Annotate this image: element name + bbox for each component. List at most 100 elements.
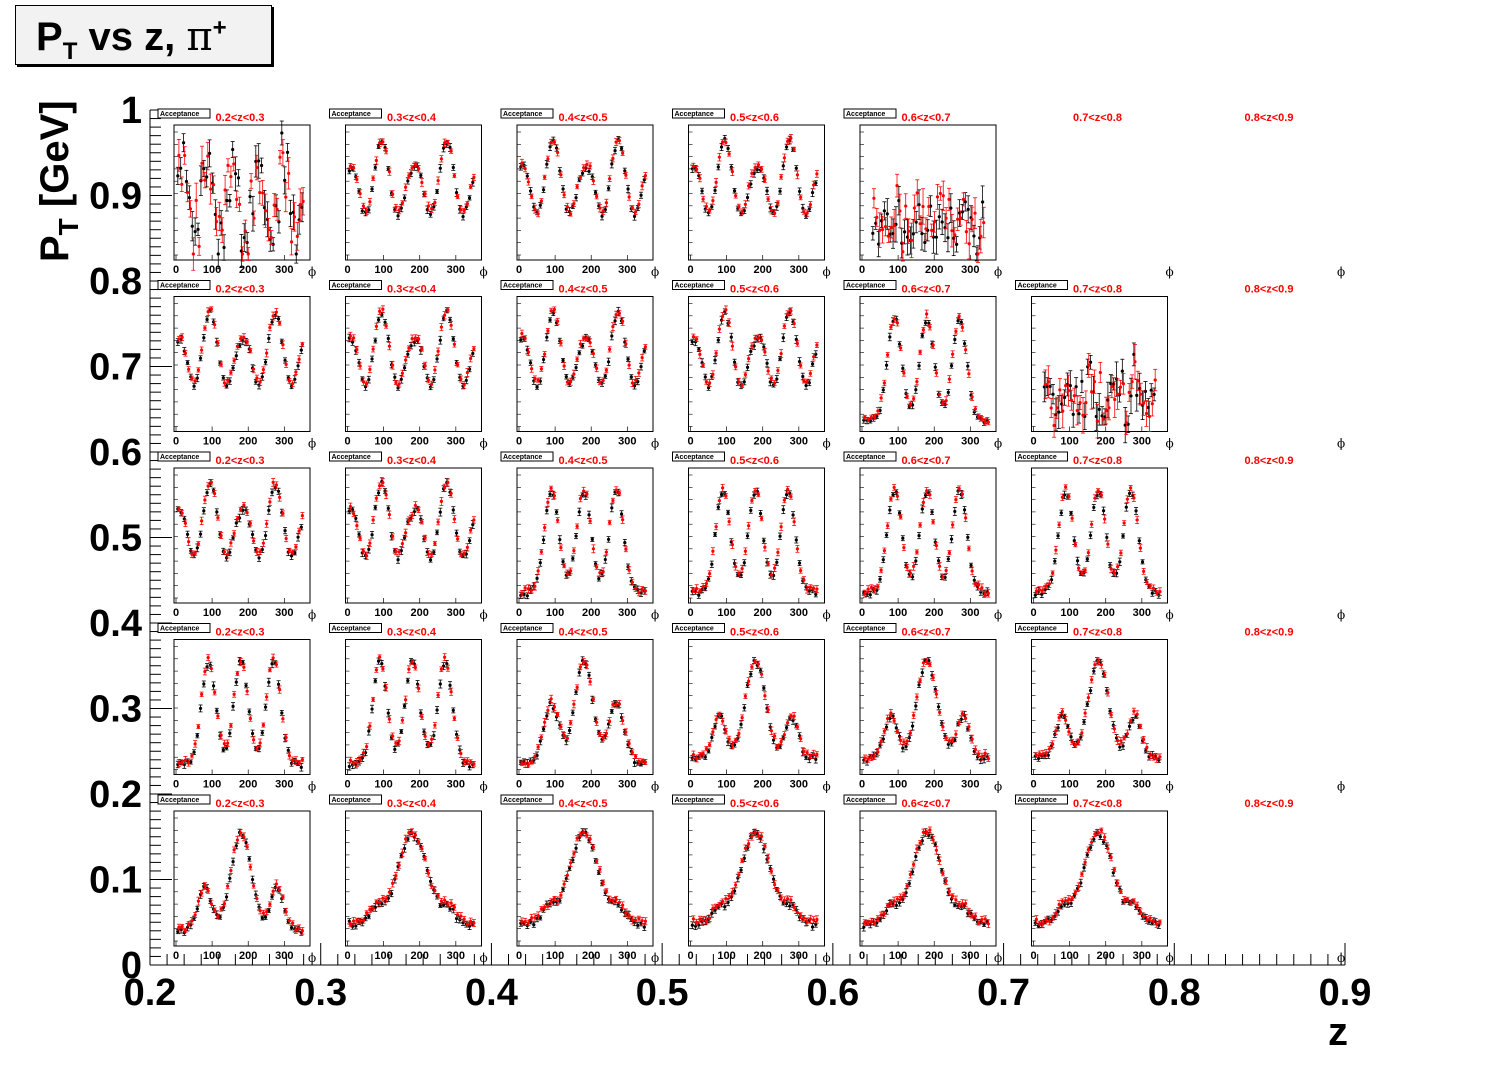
data-point [177, 507, 181, 511]
data-point [626, 187, 630, 191]
y-tick-label: 0 [121, 945, 142, 987]
panel-z-label: 0.5<z<0.6 [730, 112, 779, 124]
data-point [713, 358, 717, 362]
data-point [190, 552, 194, 556]
data-point [610, 334, 614, 338]
data-point [1055, 406, 1059, 410]
data-point [258, 380, 262, 384]
panel-phi-symbol: ϕ [1337, 265, 1345, 279]
data-point [370, 533, 374, 537]
data-point [810, 362, 815, 366]
data-point [252, 367, 256, 371]
data-point [397, 550, 401, 554]
panel-x-tick-label: 300 [1133, 436, 1151, 448]
data-point [263, 533, 268, 538]
data-point [1088, 360, 1093, 364]
data-point [717, 155, 721, 159]
data-point [257, 159, 261, 163]
panel-frame [688, 296, 825, 432]
panel-legend-label: Acceptance [675, 283, 714, 290]
data-point [365, 381, 369, 386]
data-point [469, 528, 473, 532]
data-point [643, 345, 647, 349]
data-point [211, 183, 216, 187]
data-point [190, 376, 194, 381]
data-point [439, 325, 443, 329]
data-point [595, 194, 599, 199]
data-point [889, 325, 893, 329]
data-point [944, 216, 948, 220]
data-point [760, 167, 764, 171]
data-point [755, 168, 759, 172]
data-point [1080, 379, 1084, 383]
data-point [789, 309, 793, 313]
x-tick-label: 0.7 [977, 972, 1030, 1014]
data-point [608, 177, 612, 181]
data-point [255, 165, 259, 170]
data-point [629, 375, 633, 379]
data-point [559, 341, 563, 345]
data-point [216, 252, 220, 256]
data-point [627, 195, 631, 199]
data-point [895, 321, 899, 325]
data-point [283, 529, 287, 533]
data-point [376, 491, 381, 495]
data-point [274, 310, 278, 314]
x-tick-label: 0.3 [294, 972, 347, 1014]
data-point [423, 536, 427, 540]
data-point [964, 348, 968, 352]
data-point [277, 220, 281, 224]
panel-legend-label: Acceptance [332, 454, 371, 461]
data-point [937, 215, 941, 219]
data-point [575, 524, 579, 528]
data-point [1077, 412, 1081, 416]
data-point [355, 524, 359, 528]
data-point [234, 521, 238, 525]
panel-phi-symbol: ϕ [480, 437, 488, 451]
data-point [263, 360, 268, 364]
panel-x-tick-label: 100 [889, 436, 907, 448]
data-point [548, 145, 552, 149]
title-main: P [36, 15, 63, 59]
data-point [903, 230, 907, 234]
data-point [295, 234, 299, 238]
data-point [627, 568, 631, 572]
panel-x-tick-label: 100 [546, 264, 564, 276]
data-point [267, 508, 271, 512]
panel-phi-symbol: ϕ [308, 437, 316, 451]
data-point [248, 349, 252, 353]
data-point [613, 148, 617, 153]
data-point [371, 347, 375, 351]
data-point [1101, 417, 1105, 421]
data-point [232, 162, 236, 166]
data-point [545, 335, 549, 339]
data-point [281, 343, 285, 347]
data-point [797, 189, 802, 194]
data-point [348, 334, 352, 338]
data-point [565, 572, 569, 576]
data-point [1127, 390, 1131, 395]
data-point [289, 554, 294, 558]
data-point [536, 569, 540, 573]
data-point [207, 151, 212, 155]
panel-x-tick-label: 300 [275, 264, 293, 276]
data-point [1074, 385, 1078, 389]
panel-phi-symbol: ϕ [308, 608, 316, 622]
data-point [206, 154, 210, 158]
panel-x-tick-label: 200 [411, 264, 429, 276]
data-point [215, 510, 219, 514]
data-point [906, 229, 911, 233]
data-point [231, 147, 235, 152]
data-point [374, 496, 378, 500]
panel-x-tick-label: 100 [203, 264, 221, 276]
data-point [236, 176, 241, 180]
data-point [448, 145, 452, 150]
data-point [621, 151, 625, 155]
data-point [630, 381, 634, 385]
data-point [765, 361, 769, 365]
panel-legend-box [672, 108, 725, 119]
data-point [533, 377, 537, 381]
data-point [194, 198, 198, 202]
data-point [368, 541, 372, 545]
